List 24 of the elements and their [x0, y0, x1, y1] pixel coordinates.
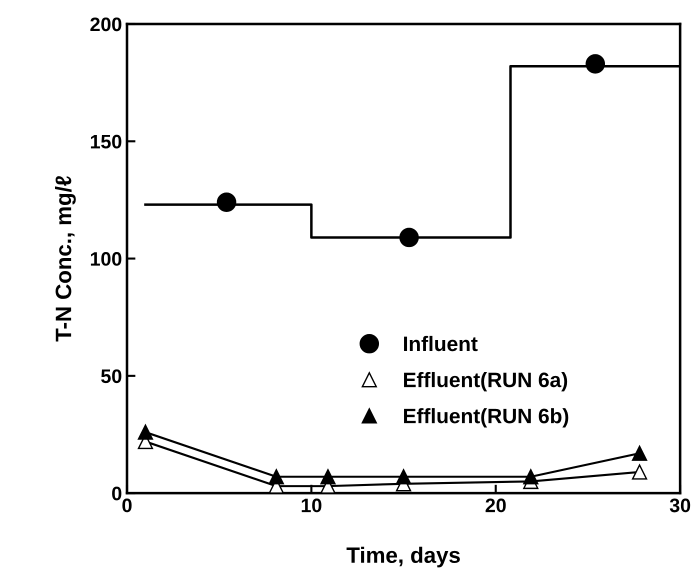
point: [586, 54, 606, 74]
point: [632, 446, 648, 461]
point: [632, 464, 648, 480]
y-tick-label: 200: [90, 17, 122, 32]
x-tick-label: 10: [302, 498, 322, 512]
y-tick-label: 150: [90, 134, 122, 149]
legend-label: Influent: [404, 336, 478, 352]
point: [216, 192, 236, 212]
y-axis-title: T-N Conc., mg/ℓ: [55, 176, 76, 342]
x-tick-label: 0: [122, 498, 132, 512]
point: [396, 469, 412, 484]
point: [399, 228, 419, 248]
legend-label: Effluent(RUN 6a): [404, 372, 568, 392]
legend-label: Effluent(RUN 6b): [404, 408, 568, 428]
y-tick-label: 100: [90, 252, 122, 266]
point: [523, 469, 538, 484]
y-tick-label: 0: [112, 486, 122, 500]
point: [138, 424, 154, 440]
x-tick-label: 20: [486, 498, 506, 512]
y-tick-label: 50: [101, 369, 122, 384]
point: [320, 469, 336, 484]
x-axis-title: Time, days: [346, 546, 460, 568]
x-tick-label: 30: [670, 498, 690, 512]
point: [268, 469, 284, 484]
